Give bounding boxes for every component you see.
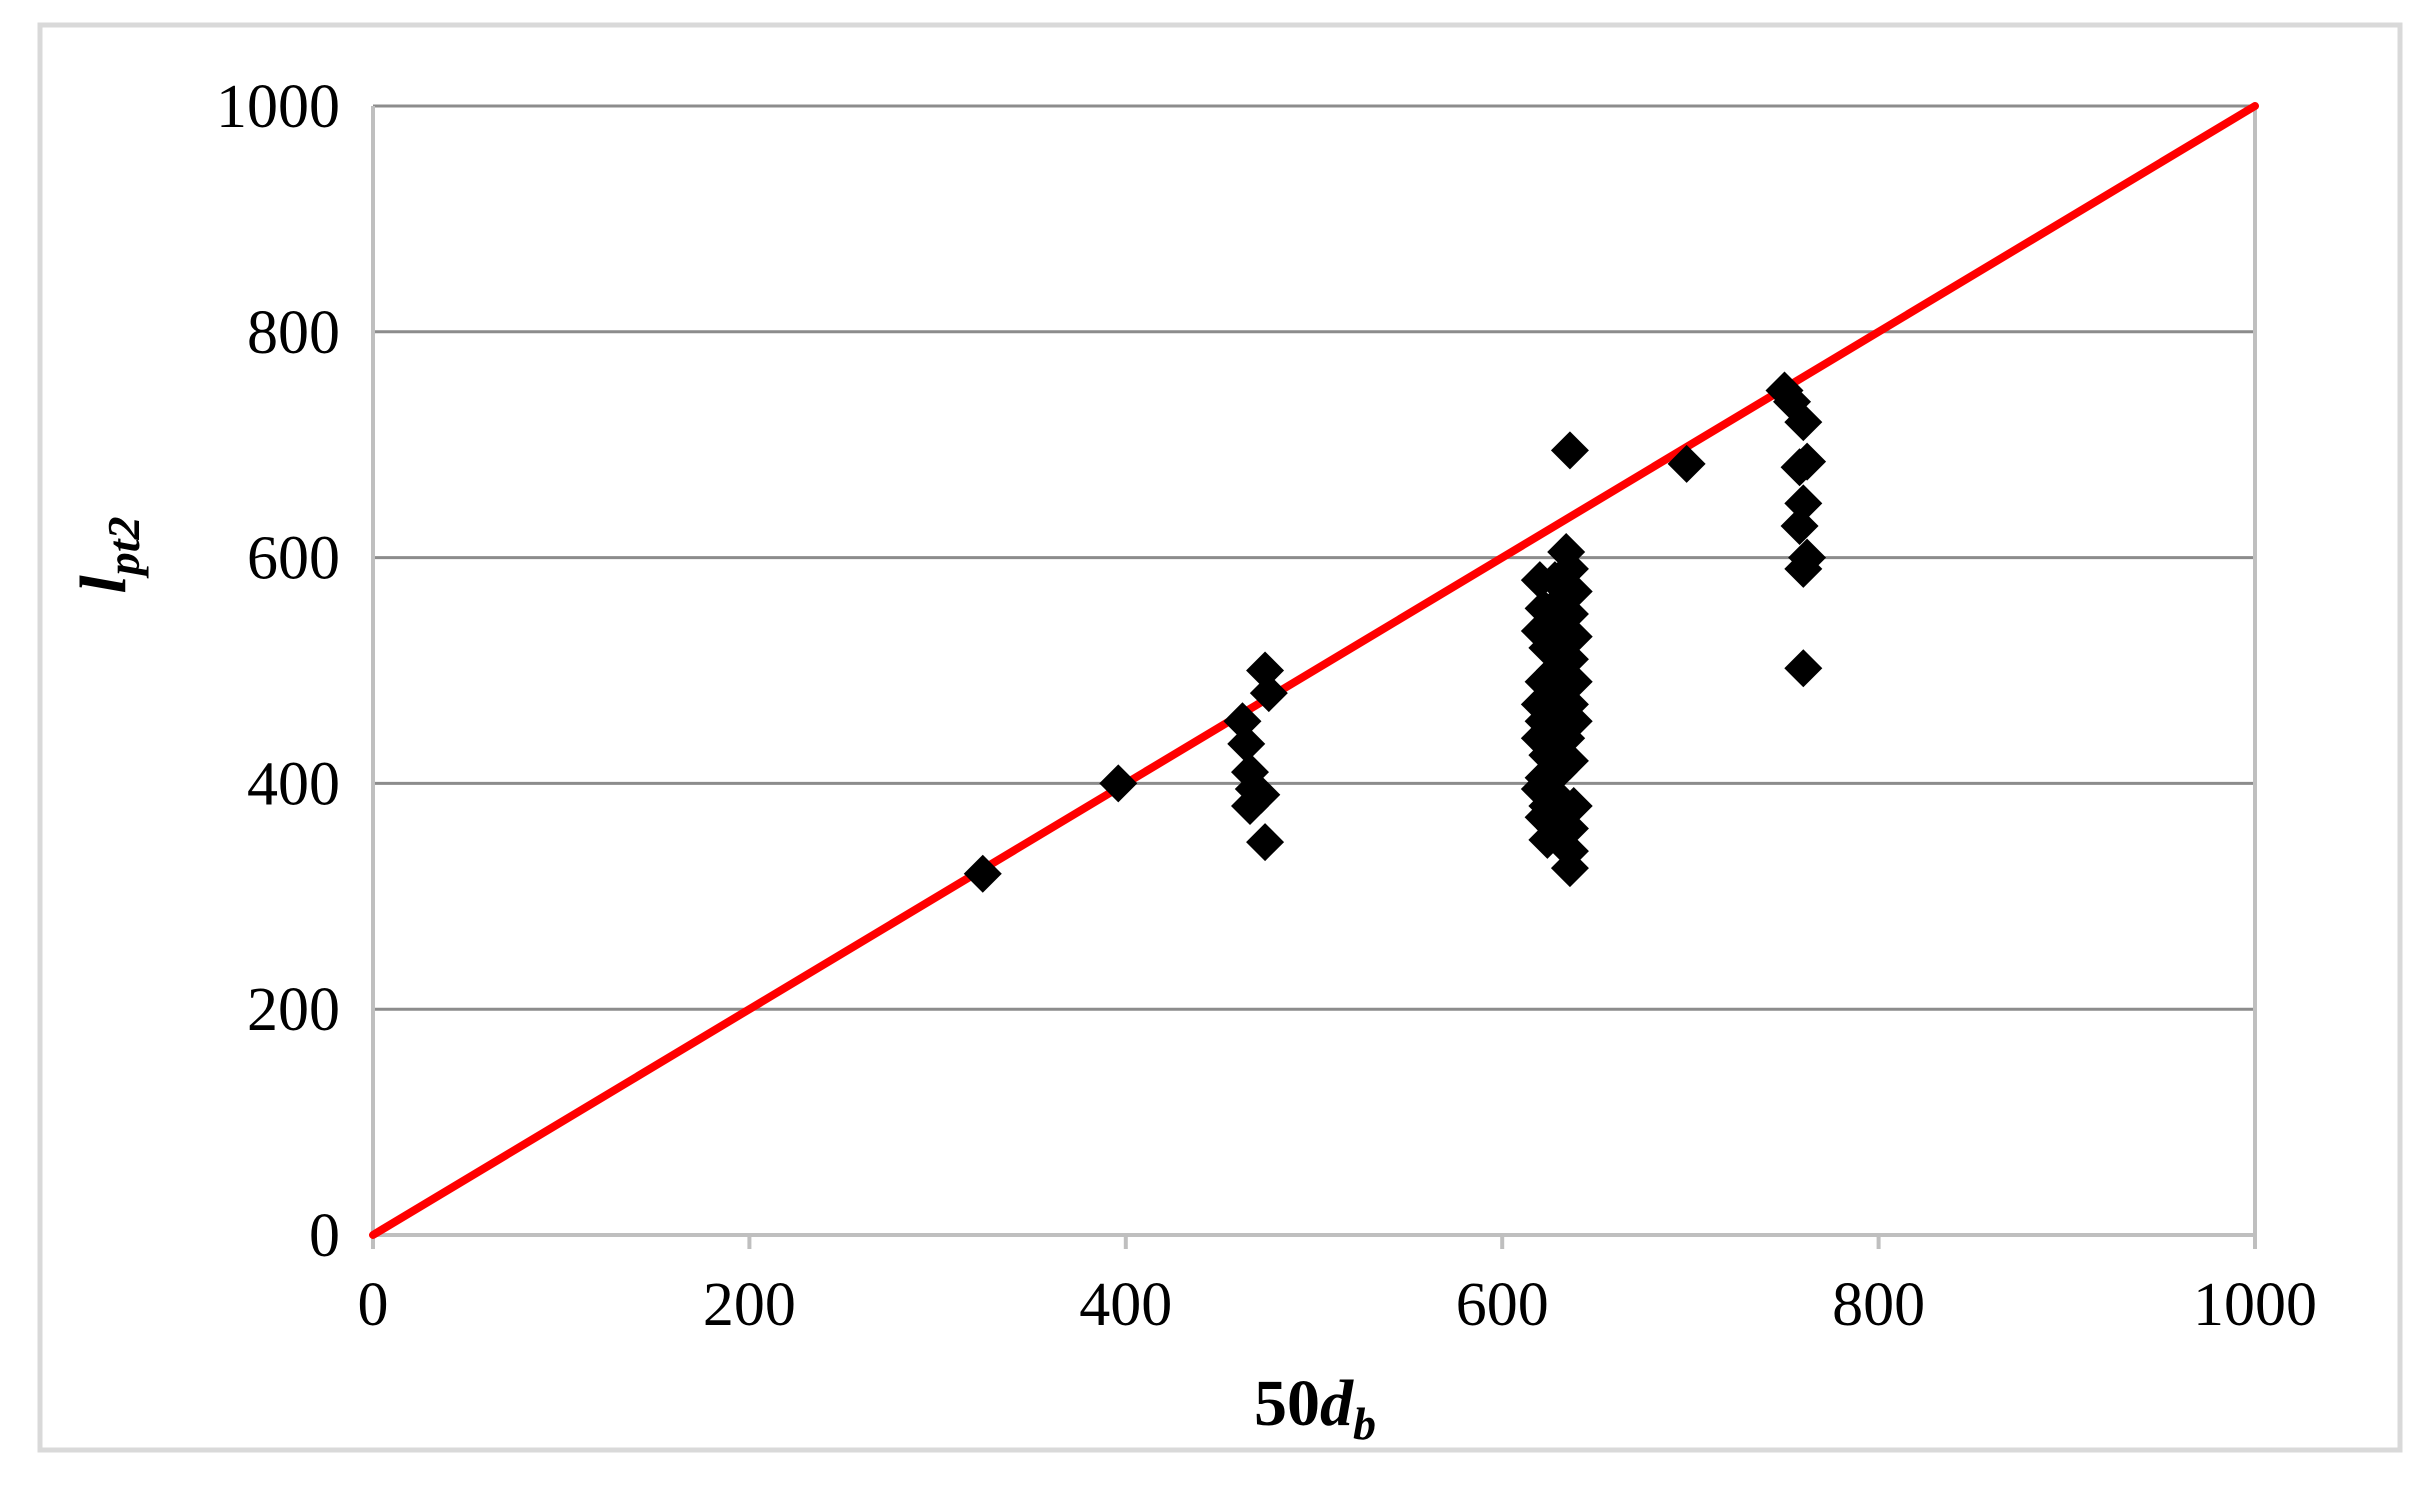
data-point-53 (1550, 849, 1589, 888)
x-axis-title-italic: d (1320, 1367, 1354, 1440)
reference-line-group (369, 102, 2259, 1239)
gridlines (373, 104, 2255, 1011)
y-axis-title-italic: l (67, 575, 140, 594)
x-axis-title-main: 50 (1254, 1367, 1320, 1440)
x-axis-title-sub: b (1353, 1398, 1376, 1449)
x-tick-label-0: 0 (358, 1271, 389, 1339)
y-tick-label-400: 400 (247, 750, 340, 818)
data-point-57 (1784, 403, 1823, 442)
y-tick-label-1000: 1000 (216, 73, 340, 141)
data-point-8 (1249, 674, 1288, 713)
y-tick-label-0: 0 (309, 1202, 340, 1270)
data-point-59 (1780, 448, 1819, 487)
data-point-64 (1784, 649, 1823, 688)
data-point-10 (1246, 823, 1285, 862)
x-tick-label-400: 400 (1079, 1271, 1172, 1339)
y-tick-label-800: 800 (247, 299, 340, 367)
y-tick-label-600: 600 (247, 525, 340, 593)
data-point-3 (1227, 724, 1266, 763)
y-axis-title-sub: pt2 (98, 516, 149, 579)
data-point-38 (1550, 431, 1589, 470)
data-point-61 (1780, 506, 1819, 545)
reference-line (369, 102, 2259, 1239)
data-point-63 (1784, 549, 1823, 588)
x-tick-label-1000: 1000 (2193, 1271, 2317, 1339)
tick-labels: 0 200 400 600 800 1000 0 200 400 600 800 1000 (216, 73, 2317, 1339)
data-point-49 (1550, 741, 1589, 780)
data-points (963, 371, 1827, 893)
chart-frame (37, 22, 2403, 1453)
y-tick-label-200: 200 (247, 976, 340, 1044)
data-point-54 (1667, 444, 1706, 483)
x-axis-title: 50db (1254, 1367, 1376, 1449)
x-tick-label-800: 800 (1832, 1271, 1925, 1339)
y-axis-title: lpt2 (67, 516, 149, 593)
x-tick-label-600: 600 (1456, 1271, 1549, 1339)
data-point-1 (1099, 764, 1138, 803)
axis-titles: 50db lpt2 (67, 516, 1376, 1449)
data-point-9 (1242, 775, 1281, 814)
x-tick-label-200: 200 (703, 1271, 796, 1339)
data-point-0 (963, 854, 1002, 893)
data-point-51 (1550, 809, 1589, 848)
data-point-60 (1784, 484, 1823, 523)
